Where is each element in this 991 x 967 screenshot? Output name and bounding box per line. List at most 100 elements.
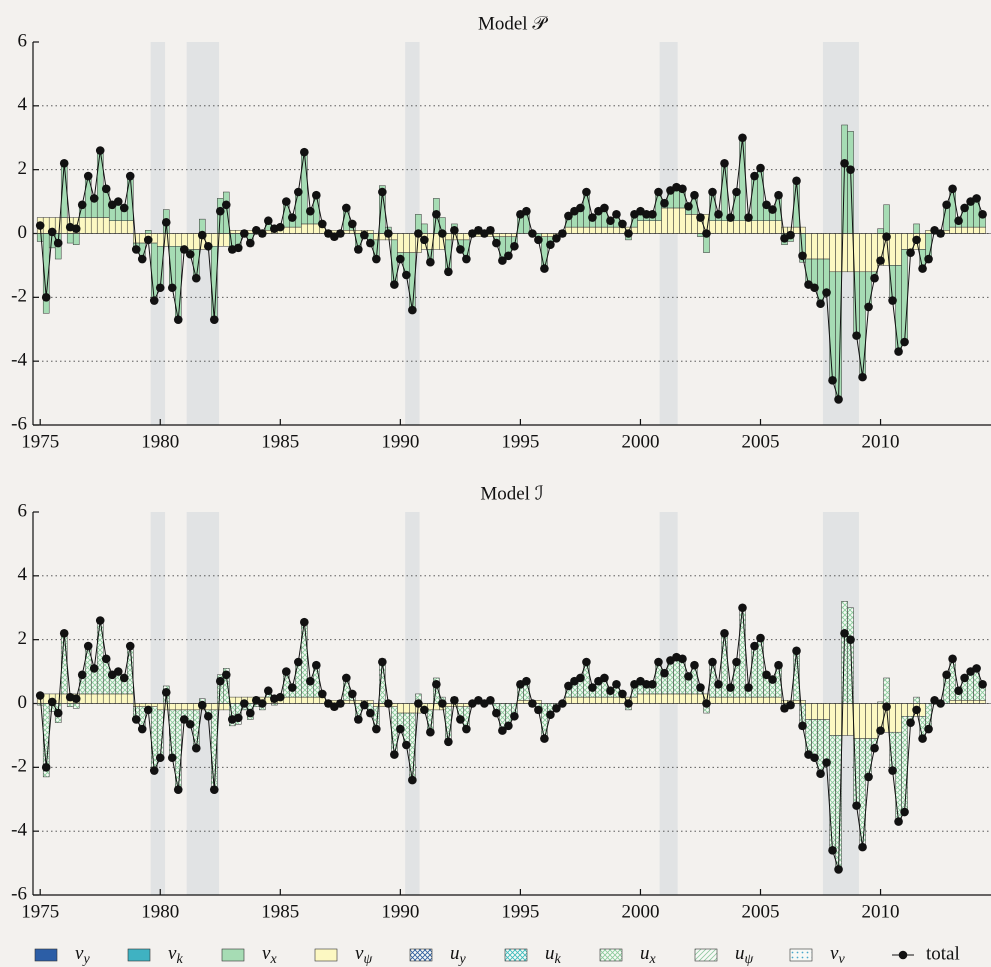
legend-subscript: x [649,952,657,967]
total-point [396,254,405,264]
total-point [846,165,855,174]
total-point [852,331,861,340]
legend-symbol: v [830,943,839,964]
total-point [618,219,627,229]
total-point [390,750,399,759]
bar-segment [901,249,908,343]
x-tick-label: 2000 [621,901,659,922]
total-point [786,700,795,710]
total-point [119,203,129,213]
bar-segment [829,271,836,381]
total-point [444,737,453,747]
total-point [312,190,321,200]
bar-segment [949,700,956,704]
total-point [864,772,873,782]
total-point [906,248,915,257]
bar-segment [685,693,692,704]
total-point [239,229,249,238]
legend-label: vν [830,943,845,967]
bar-segment [973,226,980,234]
total-point [870,743,879,753]
total-point [77,670,87,680]
total-point [47,227,57,237]
legend-swatch [504,948,528,962]
legend-symbol: u [450,943,460,964]
total-point [738,133,747,143]
bar-segment [595,226,602,234]
total-point [456,715,465,724]
total-point [900,807,909,817]
bar-segment [895,703,902,733]
bar-segment [901,716,908,813]
chart-title: Model 𝒫 [478,13,548,34]
total-point [71,694,81,704]
total-point [438,229,447,238]
total-point [822,288,831,297]
total-point [642,210,651,219]
total-point [912,705,921,715]
bar-segment [655,693,662,704]
legend-label: vk [168,943,183,967]
total-point [282,667,291,676]
bar-segment [90,217,98,234]
bar-segment [733,661,740,698]
total-point [540,734,549,743]
bar-segment [667,693,674,704]
total-point [612,210,621,219]
x-tick-label: 2010 [862,431,900,452]
total-point [714,680,723,689]
total-point [660,198,669,208]
bar-segment [967,700,974,704]
total-point [882,702,891,711]
y-tick-label: 0 [18,222,28,243]
legend-label: uk [545,943,562,967]
bar-segment [967,226,974,234]
total-point [552,703,561,713]
total-point [300,147,309,157]
bar-segment [955,700,962,704]
total-point [263,216,273,226]
bar-segment [913,696,920,704]
bar-segment [84,217,92,234]
bar-segment [307,223,314,234]
total-point [888,296,897,305]
total-point [372,254,381,264]
bar-segment [757,220,764,234]
total-point [89,194,99,203]
total-point [504,251,513,261]
x-tick-label: 1980 [141,431,179,452]
bar-segment [505,233,512,237]
bar-segment [775,696,782,704]
bar-segment [865,233,872,273]
legend-swatch [221,948,245,962]
legend-subscript: k [555,952,562,967]
bar-segment [793,226,800,234]
total-point [83,641,93,651]
total-point [294,657,303,667]
x-tick-label: 1975 [21,901,59,922]
bar-segment [150,242,158,301]
total-point [426,727,435,737]
bar-segment [661,207,668,234]
bar-segment [805,703,812,720]
legend-swatch [127,948,151,962]
x-tick-label: 2010 [862,901,900,922]
bar-segment [433,233,440,250]
total-point [378,657,387,667]
y-tick-label: -6 [11,883,27,904]
bar-segment [120,693,128,704]
legend-symbol: u [735,943,745,964]
total-point [858,372,867,382]
total-point [191,743,201,753]
bar-segment [901,233,908,250]
bar-segment [769,220,776,234]
total-point [161,218,171,227]
total-point [828,376,837,385]
bar-segment [895,731,902,822]
total-point [936,699,945,708]
total-point [684,672,693,681]
total-point [942,200,951,210]
bar-segment [745,220,752,234]
bar-segment [829,703,836,736]
bar-segment [457,703,464,707]
